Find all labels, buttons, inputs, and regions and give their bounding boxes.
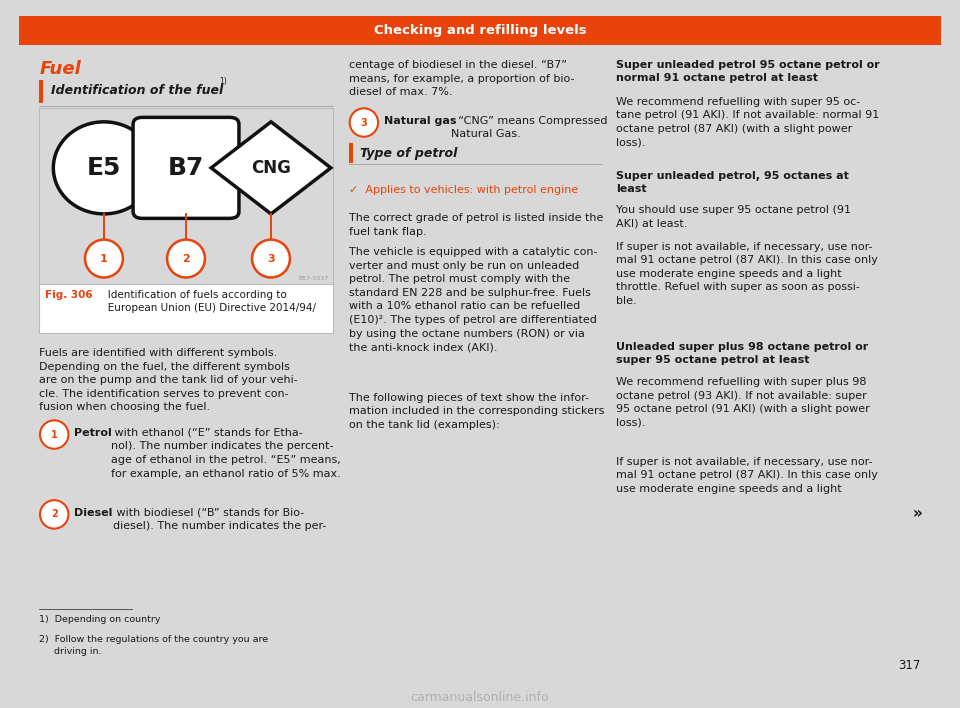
Text: : “CNG” means Compressed
Natural Gas.: : “CNG” means Compressed Natural Gas. (450, 115, 607, 139)
Text: Type of petrol: Type of petrol (360, 147, 458, 160)
Text: 3: 3 (267, 253, 275, 263)
Text: You should use super 95 octane petrol (91
AKI) at least.: You should use super 95 octane petrol (9… (616, 205, 852, 229)
Text: B57-0337: B57-0337 (299, 276, 329, 281)
Ellipse shape (40, 421, 68, 449)
Text: The correct grade of petrol is listed inside the
fuel tank flap.: The correct grade of petrol is listed in… (349, 213, 604, 236)
Text: Fuel: Fuel (39, 60, 82, 79)
Text: Unleaded super plus 98 octane petrol or
super 95 octane petrol at least: Unleaded super plus 98 octane petrol or … (616, 342, 869, 365)
Text: Petrol: Petrol (75, 428, 112, 438)
Ellipse shape (85, 239, 123, 278)
Text: Diesel: Diesel (75, 508, 113, 518)
Text: Fuels are identified with different symbols.
Depending on the fuel, the differen: Fuels are identified with different symb… (39, 348, 299, 412)
FancyBboxPatch shape (39, 80, 43, 103)
Text: with biodiesel (“B” stands for Bio-
diesel). The number indicates the per-: with biodiesel (“B” stands for Bio- dies… (113, 508, 326, 531)
Ellipse shape (167, 239, 205, 278)
Text: If super is not available, if necessary, use nor-
mal 91 octane petrol (87 AKI).: If super is not available, if necessary,… (616, 457, 878, 494)
Text: Super unleaded petrol, 95 octanes at
least: Super unleaded petrol, 95 octanes at lea… (616, 171, 850, 195)
FancyBboxPatch shape (19, 16, 941, 45)
Text: centage of biodiesel in the diesel. “B7”
means, for example, a proportion of bio: centage of biodiesel in the diesel. “B7”… (349, 60, 575, 98)
Text: 317: 317 (899, 659, 921, 672)
Text: B7: B7 (168, 156, 204, 180)
Text: Fig. 306: Fig. 306 (45, 290, 92, 299)
Text: Super unleaded petrol 95 octane petrol or
normal 91 octane petrol at least: Super unleaded petrol 95 octane petrol o… (616, 60, 880, 84)
Text: 1: 1 (100, 253, 108, 263)
Ellipse shape (54, 122, 155, 214)
Text: If super is not available, if necessary, use nor-
mal 91 octane petrol (87 AKI).: If super is not available, if necessary,… (616, 241, 878, 306)
Text: Identification of the fuel: Identification of the fuel (51, 84, 223, 97)
Text: The vehicle is equipped with a catalytic con-
verter and must only be run on unl: The vehicle is equipped with a catalytic… (349, 247, 598, 353)
Text: 1)  Depending on country: 1) Depending on country (39, 615, 161, 624)
Text: with ethanol (“E” stands for Etha-
nol). The number indicates the percent-
age o: with ethanol (“E” stands for Etha- nol).… (111, 428, 341, 479)
Text: 2: 2 (51, 510, 58, 520)
Ellipse shape (349, 108, 378, 137)
Polygon shape (211, 122, 331, 214)
Ellipse shape (252, 239, 290, 278)
Text: 3: 3 (361, 118, 368, 127)
Text: We recommend refuelling with super plus 98
octane petrol (93 AKI). If not availa: We recommend refuelling with super plus … (616, 377, 870, 428)
Ellipse shape (40, 500, 68, 529)
Text: Identification of fuels according to
   European Union (EU) Directive 2014/94/: Identification of fuels according to Eur… (99, 290, 317, 314)
FancyBboxPatch shape (39, 285, 332, 333)
Text: »: » (913, 506, 923, 520)
Text: 2: 2 (182, 253, 190, 263)
Text: E5: E5 (86, 156, 121, 180)
Text: We recommend refuelling with super 95 oc-
tane petrol (91 AKI). If not available: We recommend refuelling with super 95 oc… (616, 97, 879, 147)
Text: 1): 1) (219, 77, 227, 86)
Text: Natural gas: Natural gas (384, 115, 457, 126)
Text: Checking and refilling levels: Checking and refilling levels (373, 24, 587, 37)
FancyBboxPatch shape (39, 108, 332, 285)
Text: 2)  Follow the regulations of the country you are
     driving in.: 2) Follow the regulations of the country… (39, 635, 269, 656)
FancyBboxPatch shape (133, 118, 239, 218)
Text: carmanualsonline.info: carmanualsonline.info (411, 691, 549, 704)
Text: CNG: CNG (252, 159, 291, 177)
Text: The following pieces of text show the infor-
mation included in the correspondin: The following pieces of text show the in… (349, 392, 605, 430)
Text: ✓  Applies to vehicles: with petrol engine: ✓ Applies to vehicles: with petrol engin… (349, 185, 578, 195)
Text: 1: 1 (51, 430, 58, 440)
FancyBboxPatch shape (349, 143, 353, 163)
